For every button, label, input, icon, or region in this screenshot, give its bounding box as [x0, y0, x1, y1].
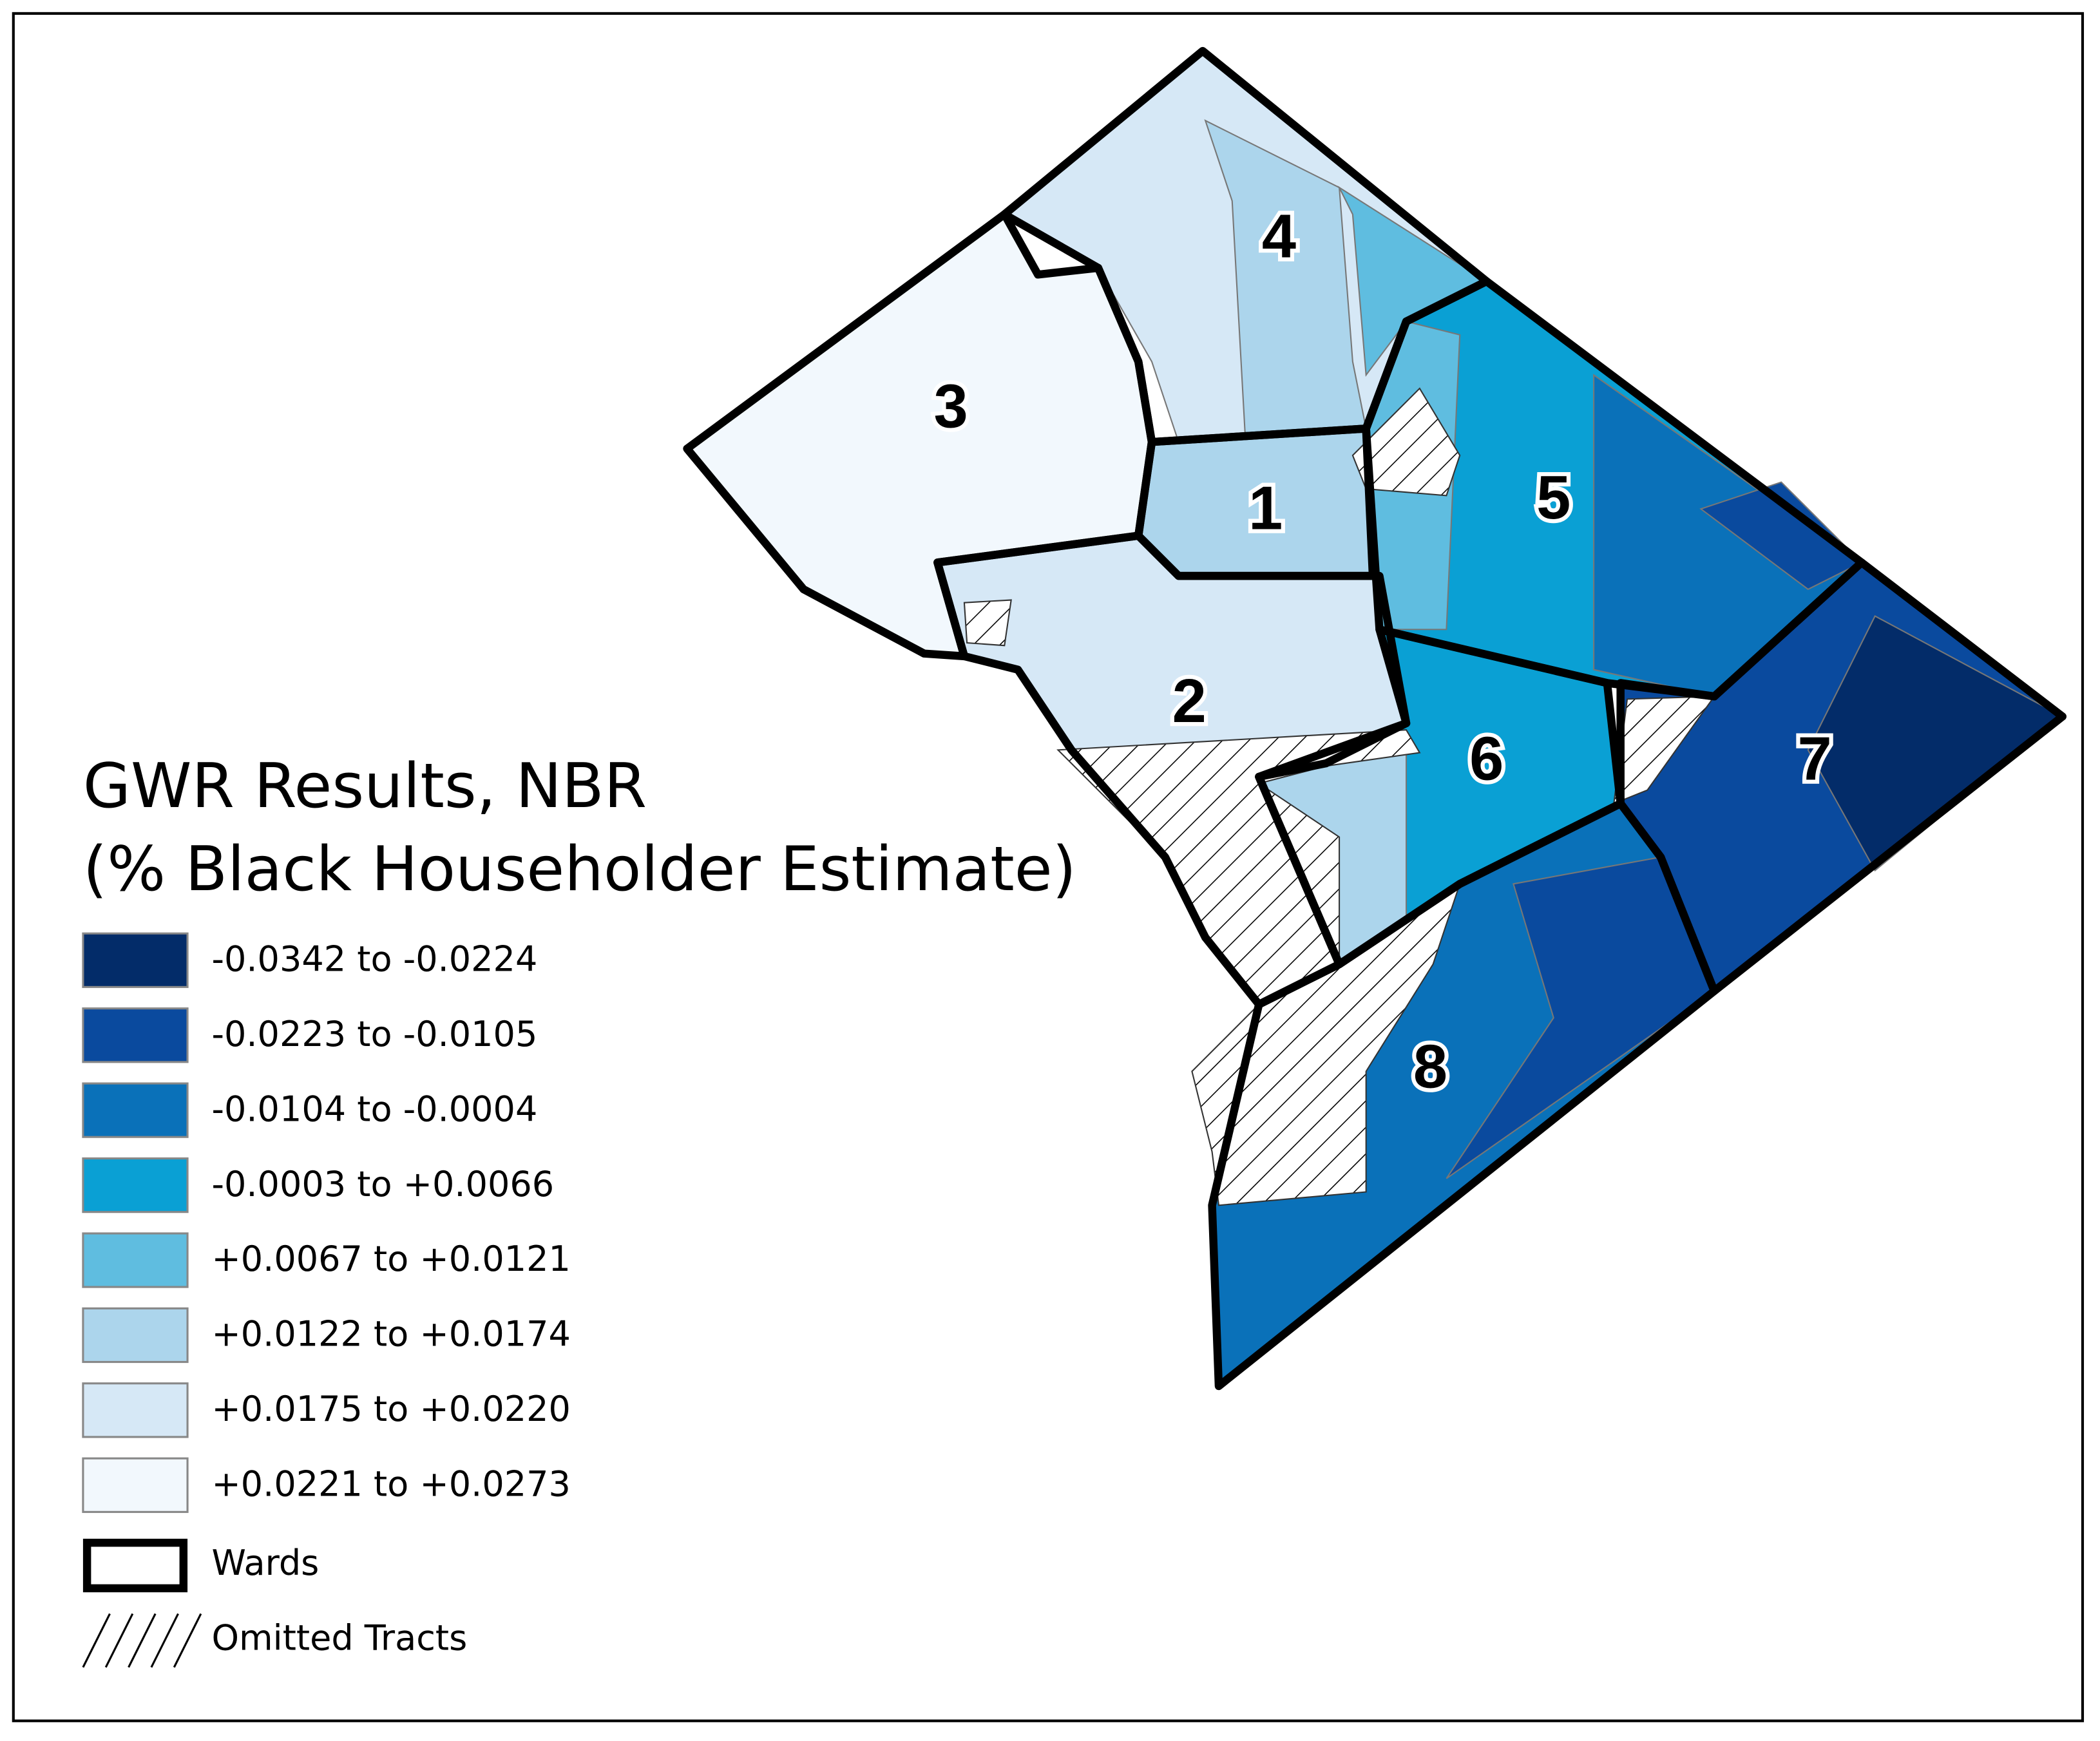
- ward-label: 2: [1172, 667, 1207, 736]
- ward-boundary: [1208, 799, 1719, 1391]
- legend-hatch-line: [128, 1613, 157, 1668]
- legend-wards-swatch: [82, 1538, 188, 1593]
- legend-hatch-line: [82, 1613, 111, 1668]
- ward-label: 3: [934, 372, 968, 441]
- legend: -0.0342 to -0.0224 -0.0223 to -0.0105 -0.0…: [82, 932, 571, 1668]
- tract-class-area: [1446, 856, 1715, 1179]
- omitted-tract: [963, 599, 1012, 647]
- ward-outlines: [683, 46, 2067, 1391]
- legend-swatch: [82, 1307, 189, 1364]
- legend-subtitle: (% Black Householder Estimate): [83, 833, 1076, 905]
- ward-label: 5: [1536, 463, 1570, 532]
- legend-label: +0.0122 to +0.0174: [211, 1314, 570, 1355]
- legend-swatch: [82, 1232, 189, 1288]
- legend-swatch: [82, 1007, 189, 1063]
- legend-swatch: [82, 1157, 189, 1213]
- legend-hatch-line: [104, 1613, 134, 1668]
- omitted-tract: [1351, 387, 1461, 497]
- legend-label: +0.0175 to +0.0220: [211, 1389, 570, 1429]
- ward-label: 1: [1248, 474, 1283, 543]
- legend-label: Omitted Tracts: [211, 1618, 467, 1659]
- legend-label: +0.0221 to +0.0273: [211, 1464, 570, 1505]
- legend-swatch: [82, 1382, 189, 1438]
- ward-boundary: [683, 210, 1156, 661]
- legend-label: -0.0223 to -0.0105: [211, 1014, 537, 1054]
- tract-class-area: [1807, 615, 2064, 872]
- legend-label: +0.0067 to +0.0121: [211, 1239, 570, 1279]
- legend-label: -0.0003 to +0.0066: [211, 1164, 554, 1204]
- legend-hatch-line: [150, 1613, 179, 1668]
- legend-title: GWR Results, NBR: [83, 750, 647, 822]
- legend-label: Wards: [211, 1543, 319, 1583]
- legend-swatch: [82, 1457, 189, 1513]
- ward-label: 4: [1262, 202, 1296, 271]
- ward-label: 8: [1413, 1032, 1447, 1101]
- ward-label: 7: [1798, 724, 1832, 793]
- legend-hatch-line: [173, 1613, 202, 1668]
- legend-label: -0.0104 to -0.0004: [211, 1089, 537, 1129]
- legend-swatch: [82, 1082, 189, 1138]
- legend-swatch: [82, 932, 189, 988]
- ward-label: 6: [1469, 724, 1503, 793]
- ward-labels: 1 2 3 4 5 6 7 8: [930, 198, 1836, 1105]
- legend-label: -0.0342 to -0.0224: [211, 939, 537, 980]
